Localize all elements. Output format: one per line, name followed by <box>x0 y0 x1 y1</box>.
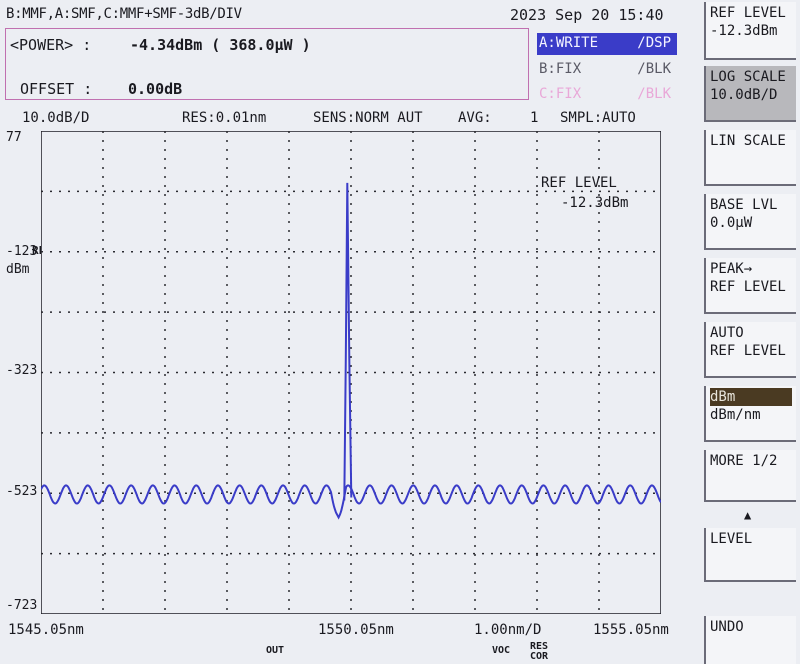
softkey-label: AUTO <box>710 325 744 341</box>
y-tick-label: 77 <box>6 130 22 145</box>
softkey-option: dBm/nm <box>710 407 761 423</box>
softkey-label: UNDO <box>710 619 744 635</box>
trace-a-status[interactable]: A:WRITE /DSP <box>537 33 677 55</box>
offset-value: 0.00dB <box>128 80 183 98</box>
softkey-value: -12.3dBm <box>710 23 778 39</box>
softkey-log-scale[interactable]: LOG SCALE 10.0dB/D <box>704 66 796 122</box>
power-label: <POWER> : <box>10 36 92 54</box>
softkey-selected-option: dBm <box>710 388 792 406</box>
footer-res-tag: RES <box>530 641 549 652</box>
softkey-label: LIN SCALE <box>710 133 786 149</box>
ref-level-annotation-value: -12.3dBm <box>561 195 628 211</box>
trace-c-mode: /BLK <box>637 86 671 102</box>
softkey-value: REF LEVEL <box>710 279 786 295</box>
trace-a-peak <box>343 182 353 501</box>
y-tick-label: -523 <box>6 484 38 499</box>
softkey-lin-scale[interactable]: LIN SCALE <box>704 130 796 186</box>
y-tick-label: -123 <box>6 244 38 259</box>
softkey-label: LOG SCALE <box>710 69 786 85</box>
footer-voc-tag: VOC <box>492 645 511 656</box>
scale-per-division: 10.0dB/D <box>22 110 90 126</box>
sensitivity-setting: SENS:NORM AUT <box>313 110 423 126</box>
trace-b-name: B:FIX <box>539 61 582 77</box>
softkey-base-level[interactable]: BASE LVL 0.0µW <box>704 194 796 250</box>
trace-b-mode: /BLK <box>637 61 671 77</box>
trace-b-status[interactable]: B:FIX /BLK <box>537 59 677 81</box>
sampling-setting: SMPL:AUTO <box>560 110 636 126</box>
footer-cor-tag: COR <box>530 651 549 662</box>
plot-frame <box>41 131 661 614</box>
footer-res-cor-tag: RES COR <box>530 642 548 662</box>
datetime: 2023 Sep 20 15:40 <box>510 6 664 24</box>
softkey-undo[interactable]: UNDO <box>704 616 796 664</box>
y-tick-label: -723 <box>6 598 38 613</box>
softkey-value: 0.0µW <box>710 215 753 231</box>
power-panel <box>5 28 529 100</box>
softkey-label: REF LEVEL <box>710 5 786 21</box>
softkey-auto-ref-level[interactable]: AUTO REF LEVEL <box>704 322 796 378</box>
trace-a-mode: /DSP <box>637 35 671 51</box>
softkey-ref-level[interactable]: REF LEVEL -12.3dBm <box>704 2 796 60</box>
offset-label: OFFSET : <box>20 80 93 98</box>
x-tick-label: 1550.05nm <box>318 622 394 638</box>
softkey-panel: REF LEVEL -12.3dBm LOG SCALE 10.0dB/D LI… <box>700 0 800 664</box>
trace-a-name: A:WRITE <box>539 35 599 51</box>
resolution-setting: RES:0.01nm <box>182 110 267 126</box>
trace-c-name: C:FIX <box>539 86 582 102</box>
softkey-value: REF LEVEL <box>710 343 786 359</box>
softkey-unit-select[interactable]: dBm dBm/nm <box>704 386 796 442</box>
softkey-value: 10.0dB/D <box>710 87 778 103</box>
trace-c-status[interactable]: C:FIX /BLK <box>537 84 677 106</box>
trace-config-title: B:MMF,A:SMF,C:MMF+SMF-3dB/DIV <box>6 6 242 22</box>
footer-out-tag: OUT <box>266 645 285 656</box>
softkey-label: MORE 1/2 <box>710 453 778 469</box>
average-value: 1 <box>530 110 539 126</box>
softkey-level[interactable]: LEVEL <box>704 528 796 582</box>
spectrum-plot[interactable]: REF LEVEL -12.3dBm <box>41 131 661 614</box>
x-tick-label: 1545.05nm <box>8 622 84 638</box>
y-tick-label: -323 <box>6 363 38 378</box>
softkey-more[interactable]: MORE 1/2 <box>704 450 796 502</box>
softkey-peak-ref-level[interactable]: PEAK→ REF LEVEL <box>704 258 796 314</box>
softkey-label: BASE LVL <box>710 197 778 213</box>
average-label: AVG: <box>458 110 492 126</box>
power-value: -4.34dBm ( 368.0µW ) <box>130 36 311 54</box>
triangle-up-icon: ▲ <box>744 508 752 522</box>
x-tick-label: 1555.05nm <box>593 622 669 638</box>
softkey-label: LEVEL <box>710 531 753 547</box>
softkey-label: PEAK→ <box>710 261 753 277</box>
y-unit-label: dBm <box>6 262 30 277</box>
x-division-label: 1.00nm/D <box>474 622 542 638</box>
ref-level-annotation-label: REF LEVEL <box>541 175 617 191</box>
